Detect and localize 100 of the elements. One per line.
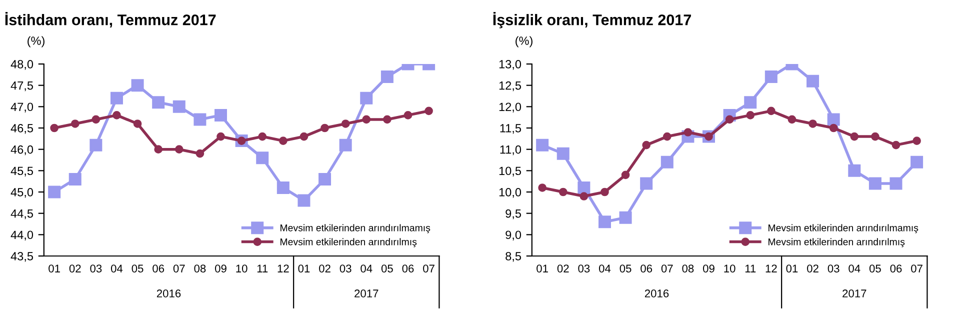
y-tick-label: 44,0 — [10, 230, 34, 240]
y-tick-label: 47,5 — [10, 81, 34, 92]
point — [808, 120, 817, 128]
point — [538, 184, 546, 192]
point — [50, 124, 58, 132]
y-tick-label: 9,0 — [506, 230, 522, 240]
point — [910, 156, 924, 168]
point — [320, 124, 329, 132]
point — [536, 138, 549, 152]
x-tick-label: 04 — [360, 264, 372, 272]
y-tick-label: 44,5 — [10, 209, 34, 220]
point — [194, 113, 206, 126]
x-tick-label: 12 — [766, 264, 777, 272]
point — [424, 106, 433, 116]
x-tick-label: 01 — [48, 264, 60, 272]
y-tick-label: 11,5 — [500, 124, 522, 134]
point — [92, 115, 100, 124]
point — [216, 132, 225, 141]
x-tick-label: 06 — [152, 264, 164, 272]
point — [360, 92, 373, 104]
y-axis-title: (%) — [516, 36, 532, 48]
point — [339, 138, 352, 152]
x-tick-label: 02 — [69, 264, 81, 272]
point — [642, 140, 651, 150]
x-tick-label: 10 — [236, 264, 248, 272]
chart-title: İşsizlik oranı, Temmuz 2017 — [493, 12, 691, 28]
point — [258, 132, 267, 141]
x-tick-label: 08 — [194, 264, 206, 272]
point — [640, 177, 653, 190]
point — [892, 140, 900, 150]
point — [279, 136, 288, 145]
point — [110, 92, 123, 104]
point — [829, 124, 838, 132]
y-tick-label: 8,5 — [506, 252, 522, 262]
point — [383, 115, 392, 124]
point — [172, 100, 186, 113]
point — [806, 74, 820, 88]
point — [214, 108, 228, 122]
x-tick-label: 07 — [173, 264, 185, 272]
point — [556, 147, 570, 160]
x-tick-label: 04 — [110, 264, 123, 272]
point — [196, 149, 204, 158]
point — [788, 115, 796, 124]
point — [131, 79, 144, 92]
x-tick-label: 10 — [724, 264, 736, 272]
point — [404, 111, 412, 120]
point — [600, 188, 609, 196]
x-tick-label: 05 — [869, 264, 881, 272]
y-tick-label: 43,5 — [10, 252, 34, 262]
point — [48, 186, 61, 198]
x-tick-label: 05 — [381, 264, 393, 272]
point — [70, 120, 80, 128]
x-tick-label: 03 — [828, 264, 840, 272]
x-tick-label: 07 — [661, 264, 673, 272]
chart-title: İstihdam oranı, Temmuz 2017 — [5, 12, 216, 28]
x-tick-label: 12 — [278, 264, 289, 272]
y-tick-label: 46,5 — [10, 124, 34, 134]
point — [598, 216, 611, 228]
y-axis-title: (%) — [28, 36, 44, 48]
x-tick-label: 03 — [90, 264, 102, 272]
point — [578, 181, 590, 194]
x-tick-label: 11 — [745, 264, 756, 272]
point — [660, 156, 674, 168]
point — [827, 113, 840, 126]
point — [318, 172, 332, 186]
text: 2017 — [842, 290, 866, 298]
point — [90, 138, 102, 152]
legend-label: Mevsim etkilerinden arındırılmamış — [768, 224, 918, 234]
point — [152, 96, 165, 109]
point — [848, 164, 861, 177]
x-tick-label: 03 — [340, 264, 352, 272]
point — [174, 145, 184, 154]
text: 2016 — [156, 290, 181, 298]
x-tick-label: 06 — [890, 264, 902, 272]
y-tick-label: 48,0 — [10, 60, 34, 70]
point — [890, 177, 902, 190]
x-tick-label: 05 — [132, 264, 144, 272]
point — [380, 70, 394, 84]
x-tick-label: 01 — [786, 264, 798, 272]
x-tick-label: 04 — [598, 264, 611, 272]
point — [276, 181, 290, 194]
x-tick-label: 07 — [911, 264, 922, 272]
y-tick-label: 45,5 — [10, 166, 34, 176]
y-tick-label: 45,0 — [10, 188, 34, 198]
x-tick-label: 11 — [257, 264, 268, 272]
y-tick-label: 9,5 — [506, 209, 522, 220]
point — [256, 152, 269, 164]
point — [68, 172, 82, 186]
x-tick-label: 01 — [298, 264, 310, 272]
text: 2017 — [354, 290, 378, 298]
point — [746, 111, 755, 120]
x-tick-label: 01 — [536, 264, 548, 272]
point — [619, 211, 632, 224]
x-tick-label: 07 — [423, 264, 434, 272]
x-tick-label: 08 — [682, 264, 694, 272]
x-tick-label: 06 — [640, 264, 652, 272]
point — [341, 120, 350, 128]
y-tick-label: 10,5 — [499, 166, 522, 176]
point — [744, 96, 757, 109]
x-tick-label: 09 — [215, 264, 226, 272]
